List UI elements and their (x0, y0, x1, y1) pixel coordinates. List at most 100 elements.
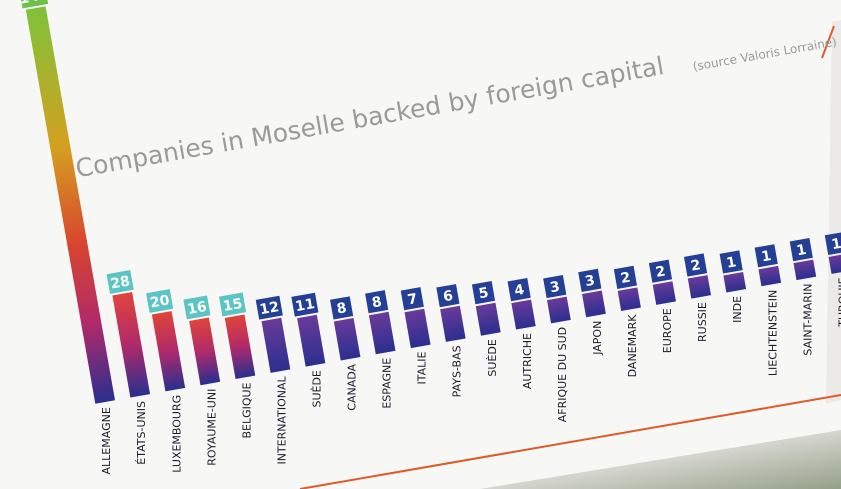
value-label-text: 143 (18, 0, 50, 8)
value-label-box (507, 278, 531, 302)
category-label: JAPON (591, 321, 604, 356)
value-label-text: 28 (109, 273, 131, 292)
bar (189, 317, 221, 386)
value-label: 28 (106, 270, 134, 294)
bar (440, 305, 466, 342)
value-label-box (824, 231, 841, 256)
value-label-box (255, 295, 283, 320)
value-label: 1 (789, 238, 813, 262)
bar (404, 308, 431, 349)
category-label: RUSSIE (696, 302, 709, 342)
value-label-box (719, 250, 743, 274)
value-label-box (754, 244, 778, 268)
value-label-text: 1 (725, 254, 737, 271)
bar (511, 299, 536, 330)
value-label: 8 (330, 296, 354, 320)
value-label: 8 (365, 290, 389, 314)
bar (828, 253, 841, 274)
category-label: LUXEMBOURG (170, 395, 183, 473)
bar (687, 275, 712, 299)
value-label-text: 8 (371, 294, 383, 311)
bar (224, 314, 256, 380)
value-label: 1 (719, 250, 743, 274)
category-label: ALLEMAGNE (100, 407, 113, 474)
category-label: ROYAUME-UNI (205, 389, 218, 466)
value-label: 2 (648, 259, 673, 283)
value-label: 3 (578, 268, 602, 292)
value-label-text: 2 (654, 263, 666, 280)
bar (112, 292, 151, 398)
page-edge-right (826, 20, 841, 404)
value-label-box (19, 0, 49, 9)
value-label: 1 (824, 231, 841, 256)
bar (546, 296, 571, 324)
value-label-box (543, 274, 567, 299)
value-label-box (471, 281, 496, 305)
value-label-box (146, 289, 174, 313)
category-label: ÉTATS-UNIS (135, 401, 148, 465)
bar (723, 272, 747, 293)
value-label-box (291, 292, 319, 317)
value-label-box (648, 259, 673, 283)
value-label-box (578, 268, 602, 292)
bar (368, 311, 396, 355)
value-label-text: 2 (619, 270, 631, 287)
value-label-text: 11 (294, 296, 316, 315)
value-label-text: 3 (549, 279, 561, 296)
chart-title: Companies in Moselle backed by foreign c… (73, 51, 666, 183)
category-label: DANEMARK (626, 314, 639, 378)
category-label: ITALIE (416, 352, 429, 385)
value-label: 12 (255, 295, 283, 320)
value-label-box (218, 292, 247, 317)
value-label-text: 16 (186, 299, 208, 318)
bar (261, 317, 291, 373)
bar (582, 290, 606, 318)
value-label-text: 1 (760, 248, 772, 265)
value-label-box (106, 270, 134, 294)
value-label-box (365, 290, 389, 314)
bar (758, 265, 782, 287)
category-label: ESPAGNE (381, 358, 394, 409)
photo-corner (480, 430, 841, 489)
value-label-text: 8 (336, 300, 348, 317)
value-label: 2 (613, 265, 638, 289)
category-label: EUROPE (661, 308, 674, 353)
value-label: 7 (400, 287, 424, 311)
bar (151, 311, 186, 392)
bar (793, 259, 817, 281)
accent-line-bottom (299, 394, 841, 489)
value-label: 11 (291, 292, 319, 317)
bar (475, 302, 501, 336)
value-label-text: 4 (513, 282, 526, 299)
category-label: AUTRICHE (521, 333, 534, 389)
category-label: PAYS-BAS (451, 345, 464, 397)
category-label: AFRIQUE DU SUD (556, 327, 569, 422)
value-label: 15 (218, 292, 247, 317)
category-label: BELGIQUE (240, 382, 253, 438)
value-label: 5 (471, 281, 496, 305)
value-label: 3 (543, 274, 567, 299)
bar (652, 281, 676, 305)
value-label-text: 2 (690, 257, 702, 274)
category-label: TURQUIE (836, 277, 841, 327)
category-label: SUÈDE (486, 339, 499, 376)
value-label-box (613, 265, 638, 289)
accent-line-top (821, 25, 835, 59)
value-label: 6 (436, 284, 460, 308)
value-label: 143 (18, 0, 50, 9)
bar (297, 314, 326, 367)
value-label-text: 1 (830, 236, 841, 253)
category-label: INTERNATIONAL (275, 375, 288, 464)
value-label-box (789, 238, 813, 262)
value-label-text: 6 (442, 288, 454, 305)
value-label-text: 1 (795, 242, 807, 259)
value-label-box (683, 253, 708, 277)
value-label-box (183, 295, 211, 320)
value-label-text: 15 (222, 296, 244, 315)
bars-group (25, 6, 841, 404)
value-label: 16 (183, 295, 211, 320)
value-label-box (330, 296, 354, 320)
value-label-text: 7 (406, 291, 418, 308)
value-label: 4 (507, 278, 531, 302)
